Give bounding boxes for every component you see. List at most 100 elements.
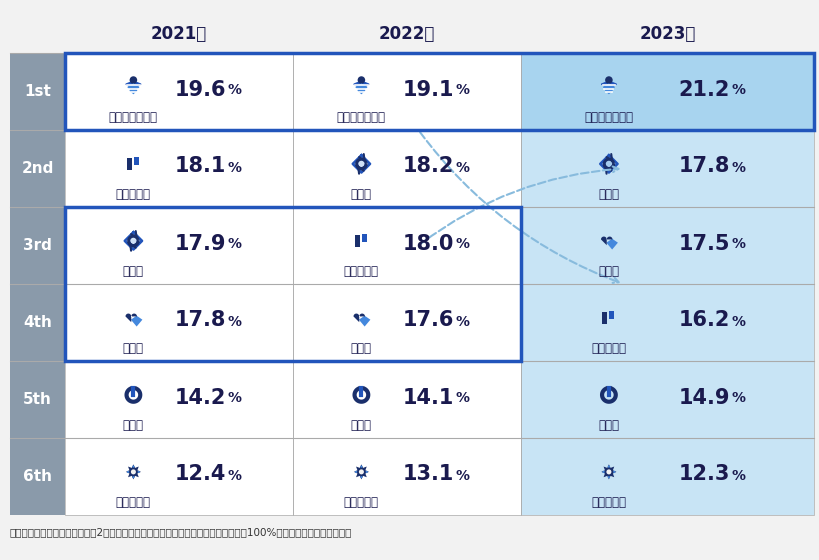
- Bar: [520, 438, 813, 515]
- Text: 5th: 5th: [23, 392, 52, 407]
- Polygon shape: [359, 469, 364, 474]
- Text: 6th: 6th: [23, 469, 52, 484]
- Text: %: %: [228, 237, 242, 251]
- Bar: [292, 361, 520, 438]
- Text: 1st: 1st: [24, 84, 51, 99]
- Polygon shape: [358, 87, 364, 94]
- Polygon shape: [128, 84, 138, 90]
- Text: %: %: [731, 315, 745, 329]
- Text: %: %: [228, 469, 242, 483]
- Text: 18.2: 18.2: [402, 156, 453, 176]
- Polygon shape: [605, 239, 618, 250]
- Bar: [609, 311, 613, 319]
- Bar: [65, 53, 292, 130]
- Bar: [10, 284, 65, 361]
- Text: %: %: [228, 161, 242, 175]
- Bar: [520, 207, 813, 284]
- Text: 19.6: 19.6: [174, 80, 225, 100]
- Text: 12.3: 12.3: [677, 464, 729, 484]
- Polygon shape: [600, 236, 612, 245]
- Bar: [65, 438, 292, 515]
- Bar: [65, 207, 520, 361]
- Polygon shape: [131, 316, 143, 326]
- Bar: [520, 130, 813, 207]
- Bar: [520, 53, 813, 130]
- Circle shape: [607, 476, 609, 478]
- Bar: [10, 53, 65, 130]
- Text: 期待の充足: 期待の充足: [343, 265, 378, 278]
- Text: 21.2: 21.2: [677, 80, 729, 100]
- Text: （注）表記数値は小数点以下第2位を四捨五入しているため、パーセンテージ合計は100%とならない場合があります: （注）表記数値は小数点以下第2位を四捨五入しているため、パーセンテージ合計は10…: [10, 527, 352, 537]
- Bar: [65, 15, 292, 53]
- Text: %: %: [731, 237, 745, 251]
- Bar: [65, 361, 292, 438]
- Circle shape: [613, 471, 614, 473]
- Polygon shape: [355, 84, 366, 90]
- Text: %: %: [228, 391, 242, 405]
- Polygon shape: [600, 155, 617, 172]
- Polygon shape: [600, 464, 616, 479]
- Bar: [520, 207, 813, 284]
- Text: 問題解決力: 問題解決力: [590, 496, 626, 509]
- Text: 利便性: 利便性: [598, 419, 618, 432]
- Text: %: %: [455, 161, 469, 175]
- Text: %: %: [455, 237, 469, 251]
- Text: %: %: [455, 315, 469, 329]
- Text: 14.9: 14.9: [677, 388, 729, 408]
- Bar: [65, 207, 292, 284]
- Circle shape: [604, 76, 612, 84]
- Polygon shape: [125, 314, 137, 322]
- Bar: [520, 284, 813, 361]
- Text: 17.8: 17.8: [677, 156, 729, 176]
- Bar: [520, 284, 813, 361]
- Bar: [292, 284, 520, 361]
- Text: 期待の充足: 期待の充足: [590, 342, 626, 355]
- Bar: [292, 207, 520, 284]
- Circle shape: [132, 476, 134, 478]
- Text: 親密性: 親密性: [351, 342, 372, 355]
- Text: 誠実性: 誠実性: [123, 265, 143, 278]
- Bar: [292, 53, 520, 130]
- Bar: [292, 207, 520, 284]
- Text: 2nd: 2nd: [21, 161, 53, 176]
- Text: 誠実性: 誠実性: [598, 188, 618, 201]
- Circle shape: [607, 465, 609, 468]
- Text: 12.4: 12.4: [174, 464, 225, 484]
- Text: パーソナライズ: パーソナライズ: [337, 111, 386, 124]
- Bar: [292, 438, 520, 515]
- Text: 2021年: 2021年: [151, 25, 207, 43]
- Polygon shape: [354, 81, 369, 87]
- Text: 16.2: 16.2: [677, 310, 729, 330]
- Circle shape: [602, 471, 604, 473]
- Text: 17.6: 17.6: [402, 310, 453, 330]
- Text: 2022年: 2022年: [378, 25, 435, 43]
- Text: %: %: [455, 83, 469, 97]
- Polygon shape: [352, 155, 369, 172]
- Bar: [520, 361, 813, 438]
- Text: 18.0: 18.0: [402, 234, 453, 254]
- Text: %: %: [731, 161, 745, 175]
- Text: %: %: [455, 469, 469, 483]
- Circle shape: [360, 476, 362, 478]
- Bar: [354, 235, 360, 246]
- Text: %: %: [228, 83, 242, 97]
- Polygon shape: [125, 464, 141, 479]
- Circle shape: [360, 465, 362, 468]
- Text: 3rd: 3rd: [23, 238, 52, 253]
- Text: 親密性: 親密性: [123, 342, 143, 355]
- Text: 問題解決力: 問題解決力: [343, 496, 378, 509]
- Bar: [65, 130, 292, 207]
- Bar: [292, 284, 520, 361]
- Bar: [292, 53, 520, 130]
- Text: 利便性: 利便性: [351, 419, 372, 432]
- Circle shape: [138, 471, 139, 473]
- Bar: [520, 53, 813, 130]
- Polygon shape: [130, 87, 137, 94]
- Polygon shape: [354, 464, 369, 479]
- Text: %: %: [731, 469, 745, 483]
- Polygon shape: [359, 316, 370, 326]
- Bar: [10, 130, 65, 207]
- Text: 利便性: 利便性: [123, 419, 143, 432]
- Bar: [65, 284, 292, 361]
- Bar: [65, 361, 292, 438]
